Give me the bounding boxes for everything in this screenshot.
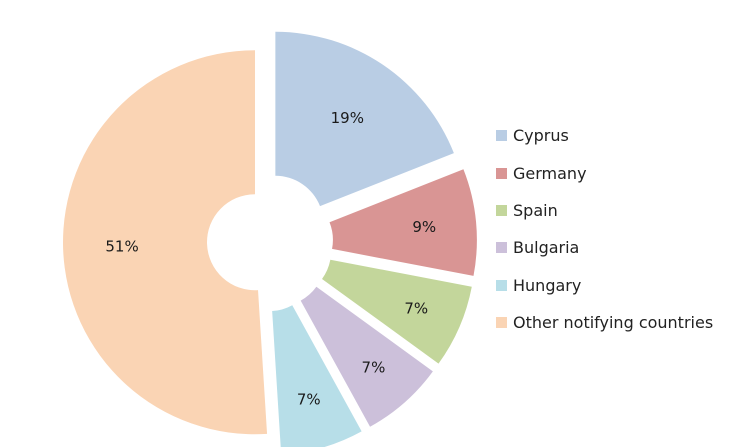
legend-swatch	[496, 167, 507, 179]
pie-slice-other-notifying-countries	[63, 50, 268, 435]
legend-label: Spain	[513, 200, 558, 220]
legend: Cyprus Germany Spain Bulgaria Hungary Other n…	[496, 117, 713, 341]
data-label-bulgaria: 7%	[362, 358, 386, 376]
legend-item-spain: Spain	[496, 192, 713, 229]
legend-label: Other notifying countries	[513, 313, 714, 333]
data-label-germany: 9%	[412, 218, 436, 236]
legend-label: Hungary	[513, 275, 582, 295]
legend-label: Bulgaria	[513, 238, 580, 258]
data-label-cyprus: 19%	[331, 109, 364, 127]
legend-swatch	[496, 204, 507, 216]
pie-slice-spain	[322, 259, 472, 364]
pie-slice-hungary	[272, 305, 362, 447]
legend-swatch	[496, 279, 507, 291]
legend-item-other-notifying-countries: Other notifying countries	[496, 304, 713, 341]
data-label-other-notifying-countries: 51%	[105, 237, 138, 255]
pie-slice-cyprus	[275, 31, 454, 207]
data-label-spain: 7%	[404, 299, 428, 317]
legend-swatch	[496, 317, 507, 329]
legend-label: Cyprus	[513, 126, 569, 146]
pie-slice-germany	[329, 169, 477, 276]
legend-swatch	[496, 242, 507, 254]
legend-item-cyprus: Cyprus	[496, 117, 713, 154]
legend-item-bulgaria: Bulgaria	[496, 229, 713, 266]
legend-swatch	[496, 130, 507, 142]
legend-item-germany: Germany	[496, 154, 713, 191]
data-label-hungary: 7%	[297, 390, 321, 408]
legend-item-hungary: Hungary	[496, 267, 713, 304]
legend-label: Germany	[513, 163, 587, 183]
pie-slice-bulgaria	[300, 286, 433, 427]
